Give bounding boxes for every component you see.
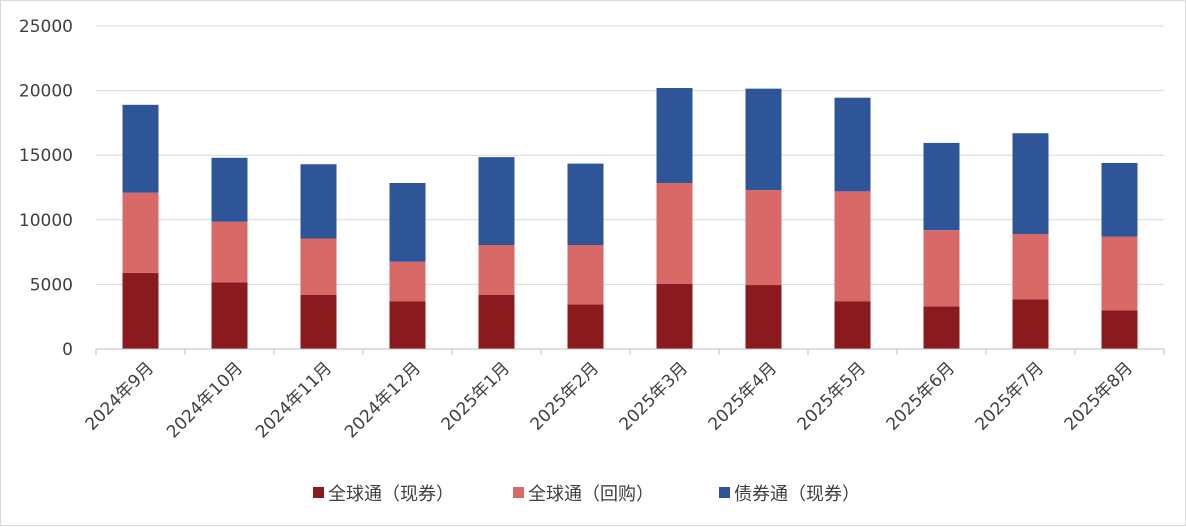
bar-segment [211, 157, 248, 222]
bar-segment [745, 285, 782, 349]
x-tick-label: 2025年7月 [972, 358, 1048, 434]
legend: 全球通（现券） 全球通（回购） 债券通（现券） [313, 484, 860, 505]
bar-segment [1012, 133, 1049, 235]
y-tick-label: 15000 [19, 146, 73, 166]
x-tick-label: 2025年2月 [527, 358, 603, 434]
bar-segment [834, 301, 871, 349]
legend-item: 全球通（回购） [513, 484, 654, 505]
bar-segment [656, 283, 693, 349]
bar-segment [478, 244, 515, 295]
x-tick-label: 2025年6月 [883, 358, 959, 434]
bar-segment [567, 304, 604, 349]
bar-segment [834, 191, 871, 302]
bar-segment [923, 306, 960, 349]
bar-segment [1012, 234, 1049, 300]
bar-segment [300, 238, 337, 295]
bar-segment [122, 192, 159, 273]
bar-segment [745, 190, 782, 286]
y-tick-label: 10000 [19, 211, 73, 231]
legend-label: 全球通（回购） [528, 484, 654, 505]
legend-item: 全球通（现券） [313, 484, 454, 505]
bar-segment [211, 221, 248, 283]
bar-segment [122, 104, 159, 193]
bar-segment [656, 88, 693, 183]
bar-segment [1101, 236, 1138, 311]
legend-swatch [719, 487, 730, 498]
bar-segment [389, 182, 426, 262]
bar-segment [923, 142, 960, 231]
bar-segment [300, 164, 337, 239]
bar-segment [923, 230, 960, 307]
bar-segment [567, 163, 604, 245]
x-tick-label: 2025年5月 [794, 358, 870, 434]
bar-segment [389, 261, 426, 302]
x-tick-label: 2024年11月 [252, 358, 336, 442]
bar-segment [1012, 299, 1049, 349]
x-tick-label: 2025年4月 [705, 358, 781, 434]
bar-segment [478, 157, 515, 245]
bar-segment [389, 301, 426, 349]
bar-segment [567, 244, 604, 305]
bar-segment [211, 282, 248, 349]
x-tick-label: 2025年8月 [1061, 358, 1137, 434]
y-tick-label: 5000 [30, 275, 73, 295]
bars [122, 88, 1138, 349]
y-tick-label: 0 [62, 340, 73, 360]
bar-segment [834, 97, 871, 192]
legend-label: 全球通（现券） [328, 484, 454, 505]
bar-segment [1101, 162, 1138, 237]
x-tick-label: 2025年3月 [616, 358, 692, 434]
x-tick-label: 2024年10月 [163, 358, 247, 442]
y-tick-label: 20000 [19, 82, 73, 102]
legend-swatch [513, 487, 524, 498]
bar-segment [478, 294, 515, 349]
bar-segment [1101, 310, 1138, 349]
bar-segment [122, 272, 159, 349]
legend-item: 债券通（现券） [719, 484, 860, 505]
y-tick-label: 25000 [19, 17, 73, 37]
x-tick-label: 2024年9月 [82, 358, 158, 434]
bar-segment [300, 294, 337, 349]
x-tick-label: 2024年12月 [341, 358, 425, 442]
bar-segment [656, 182, 693, 284]
x-tick-label: 2025年1月 [438, 358, 514, 434]
gridlines [96, 25, 1164, 285]
legend-swatch [313, 487, 324, 498]
legend-label: 债券通（现券） [734, 484, 860, 505]
bar-segment [745, 88, 782, 191]
